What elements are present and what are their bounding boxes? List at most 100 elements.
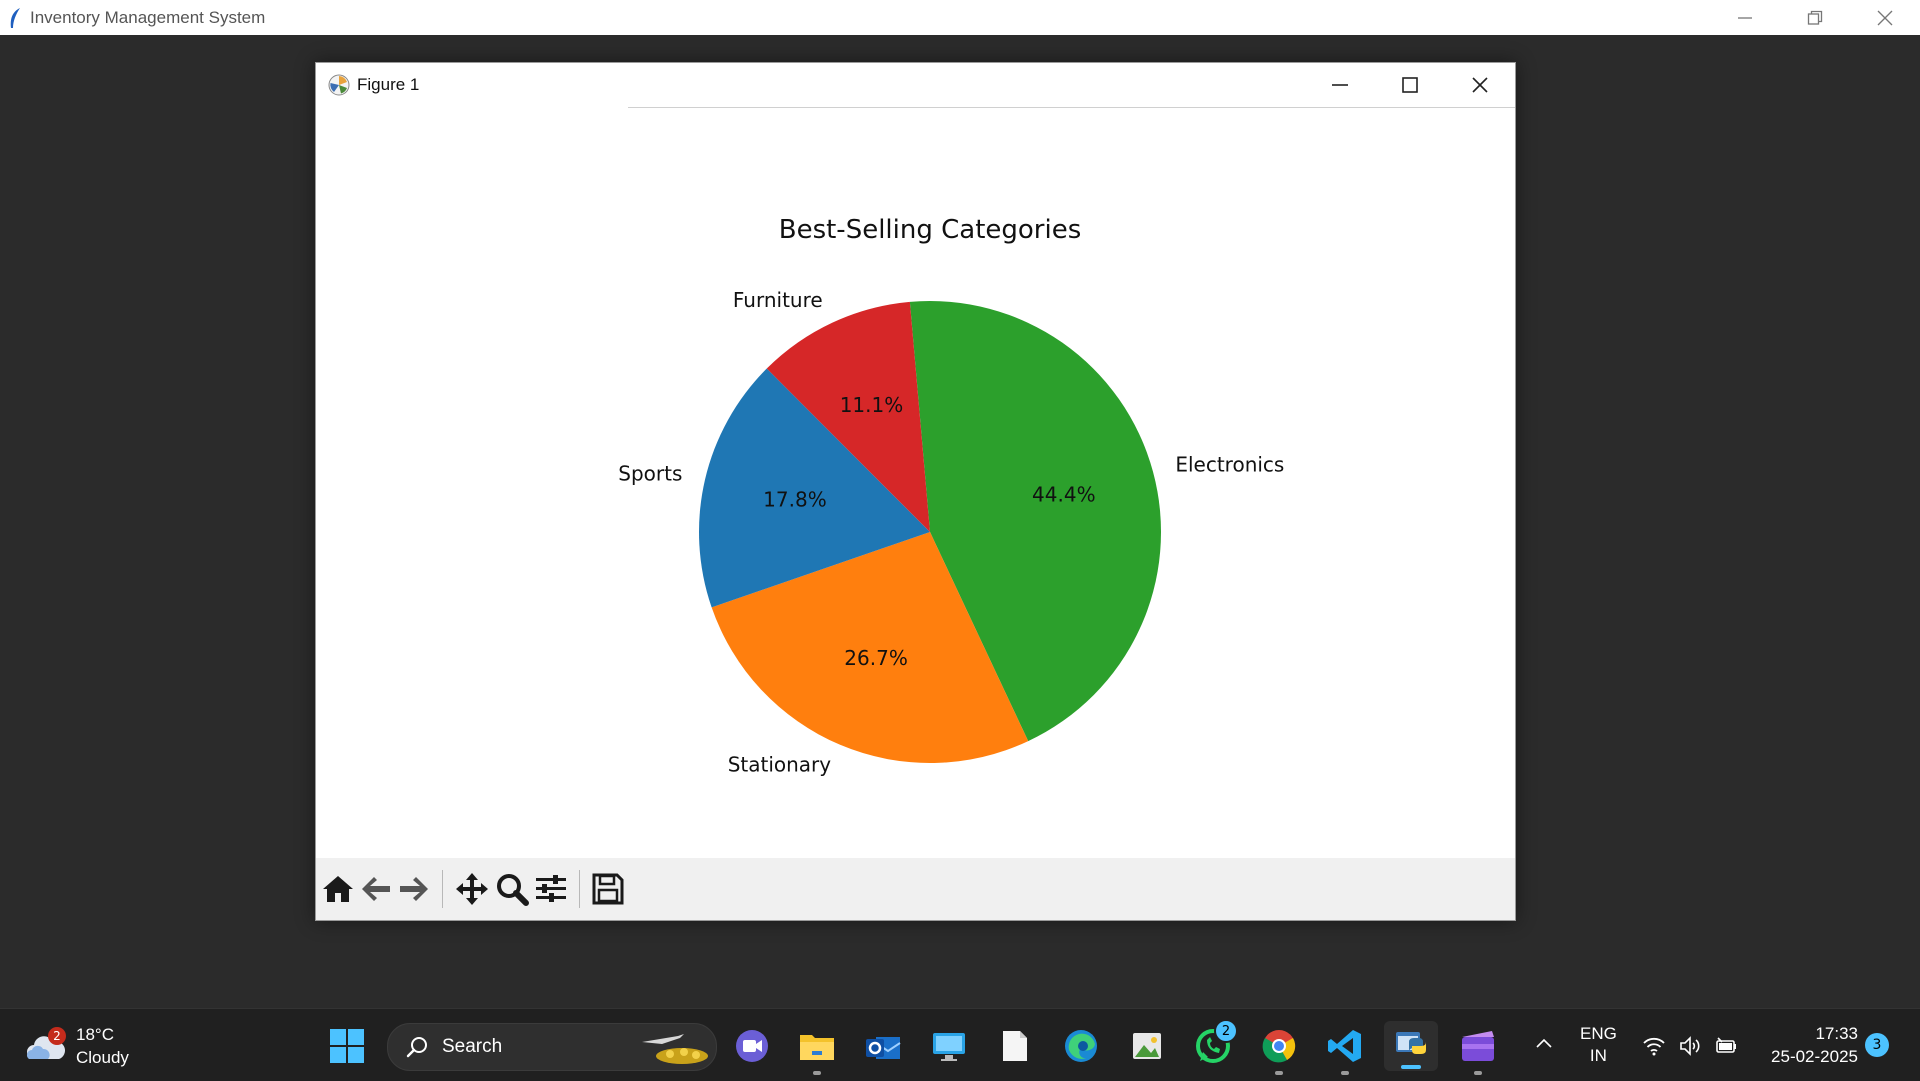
python-icon bbox=[1396, 1032, 1426, 1054]
figure-titlebar: Figure 1 bbox=[316, 63, 1515, 107]
pie-label-stationary: Stationary bbox=[728, 753, 832, 777]
matplotlib-icon bbox=[328, 74, 350, 96]
app-close-button[interactable] bbox=[1850, 0, 1920, 35]
back-arrow-icon bbox=[362, 877, 390, 901]
language-code: ENG bbox=[1580, 1024, 1617, 1043]
clock-date: 25-02-2025 bbox=[1771, 1047, 1858, 1066]
pie-slice-furniture bbox=[766, 301, 930, 532]
taskbar-app-notepad[interactable] bbox=[994, 1025, 1036, 1067]
running-indicator bbox=[1474, 1071, 1482, 1075]
taskbar: 2 18°C Cloudy Search bbox=[0, 1008, 1920, 1081]
weather-condition: Cloudy bbox=[76, 1048, 129, 1067]
app-titlebar: Inventory Management System bbox=[0, 0, 1920, 35]
battery-icon[interactable] bbox=[1714, 1034, 1738, 1058]
language-region: IN bbox=[1589, 1046, 1607, 1065]
toolbar-divider bbox=[442, 870, 443, 908]
pie-label-sports: Sports bbox=[618, 461, 682, 485]
clipchamp-icon bbox=[1462, 1031, 1494, 1061]
save-button[interactable] bbox=[592, 867, 624, 911]
notification-badge[interactable]: 3 bbox=[1865, 1033, 1889, 1057]
search-placeholder: Search bbox=[442, 1036, 503, 1057]
restore-icon bbox=[1807, 10, 1823, 25]
windows-start-icon[interactable] bbox=[329, 1028, 365, 1064]
taskbar-app-edge[interactable] bbox=[1060, 1025, 1102, 1067]
taskbar-app-python[interactable] bbox=[1384, 1021, 1438, 1071]
toolbar-divider bbox=[579, 870, 580, 908]
close-icon bbox=[1877, 10, 1893, 25]
pie-percent-sports: 17.8% bbox=[763, 487, 827, 511]
photos-icon bbox=[1133, 1033, 1161, 1059]
pie-label-furniture: Furniture bbox=[733, 288, 823, 312]
home-icon bbox=[323, 876, 353, 902]
taskbar-app-meet[interactable] bbox=[731, 1025, 773, 1067]
minimize-icon bbox=[1332, 84, 1348, 86]
vscode-icon bbox=[1328, 1030, 1361, 1062]
search-icon bbox=[406, 1037, 427, 1058]
configure-subplots-icon bbox=[536, 875, 566, 902]
close-icon bbox=[1472, 77, 1488, 93]
outlook-icon bbox=[866, 1037, 901, 1059]
figure-close-button[interactable] bbox=[1445, 63, 1515, 107]
language-indicator[interactable]: ENG IN bbox=[1580, 1023, 1617, 1067]
system-clock[interactable]: 17:33 25-02-2025 bbox=[1771, 1022, 1858, 1068]
pie-slice-electronics bbox=[909, 301, 1162, 742]
figure-minimize-button[interactable] bbox=[1305, 63, 1375, 107]
pan-button[interactable] bbox=[455, 867, 489, 911]
weather-widget[interactable]: 2 18°C Cloudy bbox=[26, 1023, 146, 1069]
whatsapp-icon bbox=[1196, 1029, 1230, 1063]
app-restore-button[interactable] bbox=[1780, 0, 1850, 35]
figure-maximize-button[interactable] bbox=[1375, 63, 1445, 107]
pie-percent-electronics: 44.4% bbox=[1032, 482, 1096, 506]
video-meet-icon bbox=[736, 1030, 768, 1062]
figure-title: Figure 1 bbox=[357, 75, 420, 94]
taskbar-app-chrome[interactable] bbox=[1258, 1025, 1300, 1075]
monitor-icon bbox=[933, 1033, 965, 1061]
feather-icon bbox=[10, 7, 20, 28]
edge-browser-icon bbox=[1065, 1030, 1097, 1062]
taskbar-search[interactable]: Search bbox=[387, 1023, 717, 1071]
taskbar-app-remote-desktop[interactable] bbox=[928, 1025, 970, 1067]
minimize-icon bbox=[1738, 16, 1752, 19]
taskbar-app-clipchamp[interactable] bbox=[1457, 1025, 1499, 1075]
chrome-icon bbox=[1262, 1030, 1296, 1063]
pie-percent-furniture: 11.1% bbox=[840, 393, 904, 417]
home-button[interactable] bbox=[322, 867, 354, 911]
clock-time: 17:33 bbox=[1815, 1024, 1858, 1043]
chevron-up-icon[interactable] bbox=[1534, 1033, 1554, 1053]
wifi-icon[interactable] bbox=[1642, 1034, 1666, 1058]
active-window-indicator bbox=[1401, 1065, 1421, 1069]
zoom-button[interactable] bbox=[495, 867, 529, 911]
taskbar-app-vscode[interactable] bbox=[1324, 1025, 1366, 1075]
chart-title: Best-Selling Categories bbox=[779, 215, 1082, 245]
volume-icon[interactable] bbox=[1678, 1034, 1702, 1058]
pan-move-icon bbox=[456, 873, 488, 905]
figure-window: Figure 1 Best-Selling Categories Electro… bbox=[315, 62, 1516, 921]
document-icon bbox=[1003, 1031, 1027, 1061]
maximize-icon bbox=[1402, 77, 1418, 93]
whatsapp-badge: 2 bbox=[1214, 1019, 1238, 1043]
forward-arrow-icon bbox=[400, 877, 428, 901]
weather-badge: 2 bbox=[48, 1027, 66, 1045]
figure-separator bbox=[628, 107, 1515, 108]
back-button[interactable] bbox=[360, 867, 392, 911]
configure-subplots-button[interactable] bbox=[535, 867, 567, 911]
navigation-toolbar bbox=[316, 858, 1515, 920]
weather-temperature: 18°C bbox=[76, 1025, 114, 1044]
pie-label-electronics: Electronics bbox=[1175, 452, 1284, 476]
zoom-icon bbox=[497, 874, 529, 906]
pie-slice-sports bbox=[699, 368, 930, 608]
app-title: Inventory Management System bbox=[30, 7, 266, 27]
taskbar-app-outlook[interactable] bbox=[862, 1025, 904, 1067]
folder-icon bbox=[800, 1035, 834, 1060]
taskbar-app-whatsapp[interactable]: 2 bbox=[1192, 1019, 1238, 1067]
pie-chart: Best-Selling Categories Electronics 44.4%… bbox=[618, 215, 1284, 777]
forward-button[interactable] bbox=[398, 867, 430, 911]
running-indicator bbox=[1275, 1071, 1283, 1075]
save-icon bbox=[592, 873, 624, 905]
taskbar-app-photos[interactable] bbox=[1126, 1025, 1168, 1067]
running-indicator bbox=[813, 1071, 821, 1075]
running-indicator bbox=[1341, 1071, 1349, 1075]
app-minimize-button[interactable] bbox=[1710, 0, 1780, 35]
pie-slice-stationary bbox=[711, 532, 1029, 763]
taskbar-app-file-explorer[interactable] bbox=[796, 1025, 838, 1075]
